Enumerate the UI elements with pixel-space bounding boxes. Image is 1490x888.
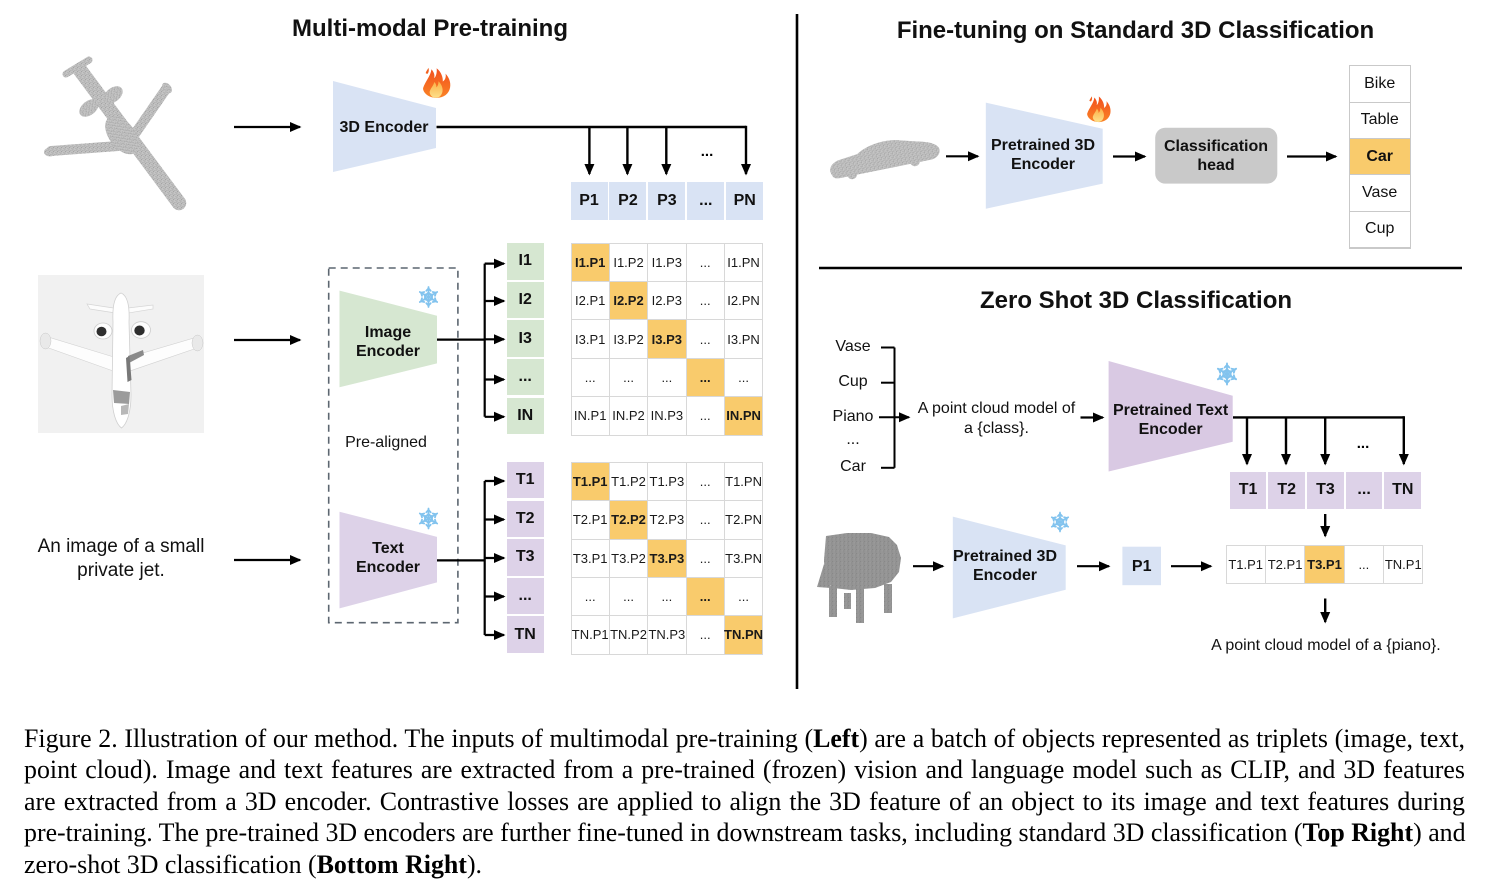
svg-text:...: ... — [1357, 435, 1370, 452]
svg-text:...: ... — [701, 143, 714, 160]
